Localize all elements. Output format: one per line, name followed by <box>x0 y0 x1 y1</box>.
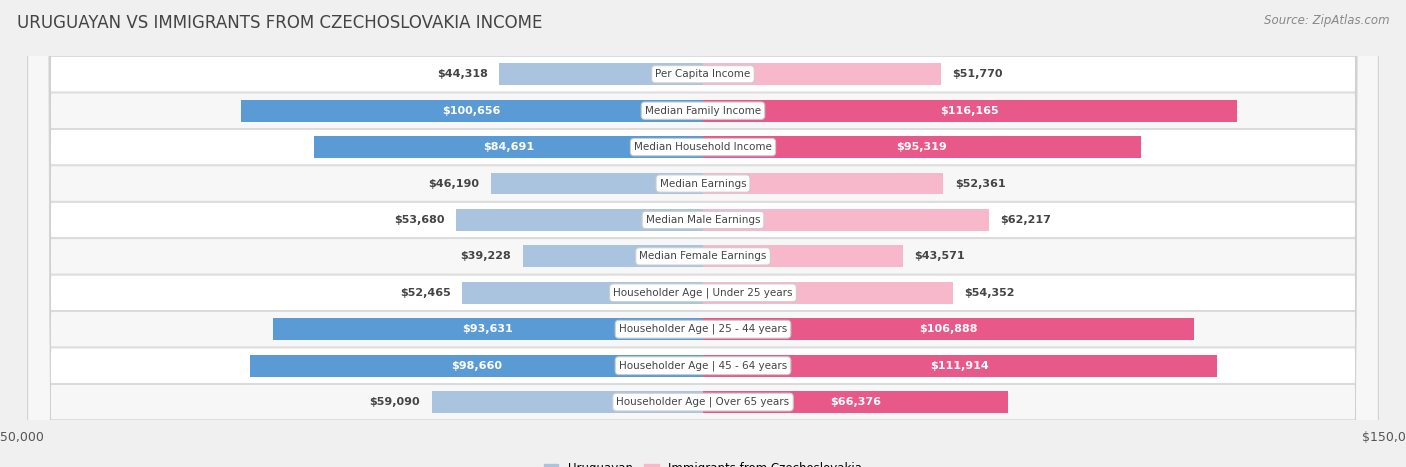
Bar <box>273 318 703 340</box>
Text: $66,376: $66,376 <box>830 397 882 407</box>
FancyBboxPatch shape <box>28 0 1378 467</box>
Text: $43,571: $43,571 <box>914 251 966 262</box>
Bar <box>703 318 1194 340</box>
FancyBboxPatch shape <box>28 0 1378 467</box>
Text: Householder Age | 25 - 44 years: Householder Age | 25 - 44 years <box>619 324 787 334</box>
Text: $44,318: $44,318 <box>437 69 488 79</box>
Text: Median Earnings: Median Earnings <box>659 178 747 189</box>
Text: $95,319: $95,319 <box>897 142 948 152</box>
Text: Source: ZipAtlas.com: Source: ZipAtlas.com <box>1264 14 1389 27</box>
Text: $84,691: $84,691 <box>482 142 534 152</box>
Text: $100,656: $100,656 <box>443 106 501 116</box>
Bar <box>314 136 703 158</box>
Bar <box>499 64 703 85</box>
Text: $39,228: $39,228 <box>461 251 512 262</box>
Bar <box>703 209 988 231</box>
Text: $46,190: $46,190 <box>429 178 479 189</box>
Bar <box>703 282 953 304</box>
Bar <box>703 100 1236 121</box>
Bar <box>703 64 941 85</box>
Text: $116,165: $116,165 <box>941 106 1000 116</box>
Bar <box>703 173 943 194</box>
FancyBboxPatch shape <box>28 0 1378 467</box>
Text: $54,352: $54,352 <box>965 288 1015 298</box>
FancyBboxPatch shape <box>28 0 1378 467</box>
FancyBboxPatch shape <box>28 0 1378 467</box>
Text: Median Male Earnings: Median Male Earnings <box>645 215 761 225</box>
Text: Median Female Earnings: Median Female Earnings <box>640 251 766 262</box>
Bar <box>250 355 703 376</box>
Bar <box>703 355 1218 376</box>
Text: $98,660: $98,660 <box>451 361 502 371</box>
FancyBboxPatch shape <box>28 0 1378 467</box>
Bar <box>703 246 903 267</box>
Legend: Uruguayan, Immigrants from Czechoslovakia: Uruguayan, Immigrants from Czechoslovaki… <box>540 458 866 467</box>
Text: $59,090: $59,090 <box>370 397 420 407</box>
FancyBboxPatch shape <box>28 0 1378 467</box>
Bar <box>703 136 1140 158</box>
FancyBboxPatch shape <box>28 0 1378 467</box>
Text: Householder Age | 45 - 64 years: Householder Age | 45 - 64 years <box>619 361 787 371</box>
Text: Median Household Income: Median Household Income <box>634 142 772 152</box>
Text: $62,217: $62,217 <box>1000 215 1052 225</box>
Bar <box>240 100 703 121</box>
Bar <box>523 246 703 267</box>
Bar <box>463 282 703 304</box>
Bar <box>457 209 703 231</box>
Text: Householder Age | Under 25 years: Householder Age | Under 25 years <box>613 288 793 298</box>
Text: Per Capita Income: Per Capita Income <box>655 69 751 79</box>
FancyBboxPatch shape <box>28 0 1378 467</box>
Text: $111,914: $111,914 <box>931 361 990 371</box>
Text: Median Family Income: Median Family Income <box>645 106 761 116</box>
FancyBboxPatch shape <box>28 0 1378 467</box>
Text: URUGUAYAN VS IMMIGRANTS FROM CZECHOSLOVAKIA INCOME: URUGUAYAN VS IMMIGRANTS FROM CZECHOSLOVA… <box>17 14 543 32</box>
Text: Householder Age | Over 65 years: Householder Age | Over 65 years <box>616 397 790 407</box>
Bar <box>432 391 703 413</box>
Text: $52,465: $52,465 <box>399 288 450 298</box>
Bar <box>703 391 1008 413</box>
Text: $51,770: $51,770 <box>952 69 1002 79</box>
Text: $52,361: $52,361 <box>955 178 1005 189</box>
Text: $93,631: $93,631 <box>463 324 513 334</box>
Bar <box>491 173 703 194</box>
Text: $53,680: $53,680 <box>395 215 444 225</box>
Text: $106,888: $106,888 <box>920 324 977 334</box>
